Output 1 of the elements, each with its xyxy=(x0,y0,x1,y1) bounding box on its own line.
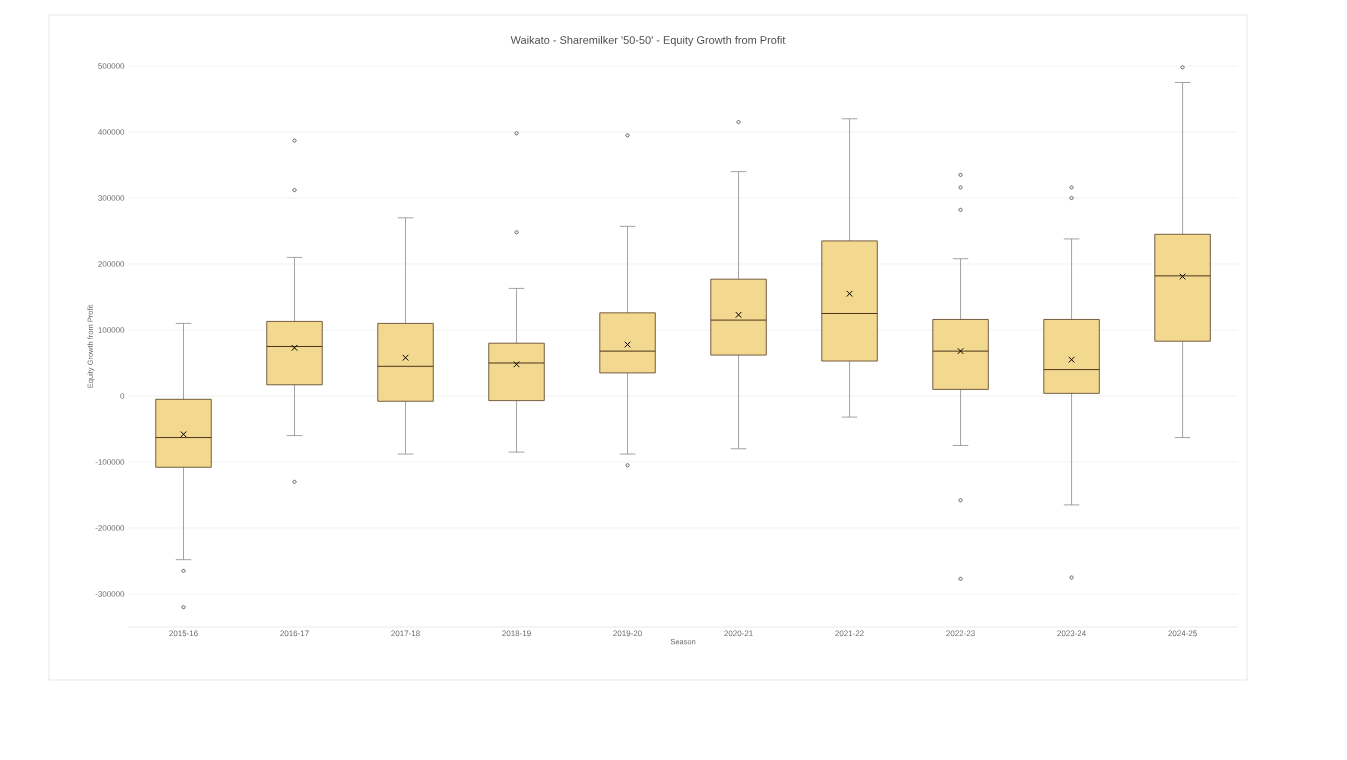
chart-title: Waikato - Sharemilker '50-50' - Equity Growth from Profit xyxy=(510,35,786,47)
